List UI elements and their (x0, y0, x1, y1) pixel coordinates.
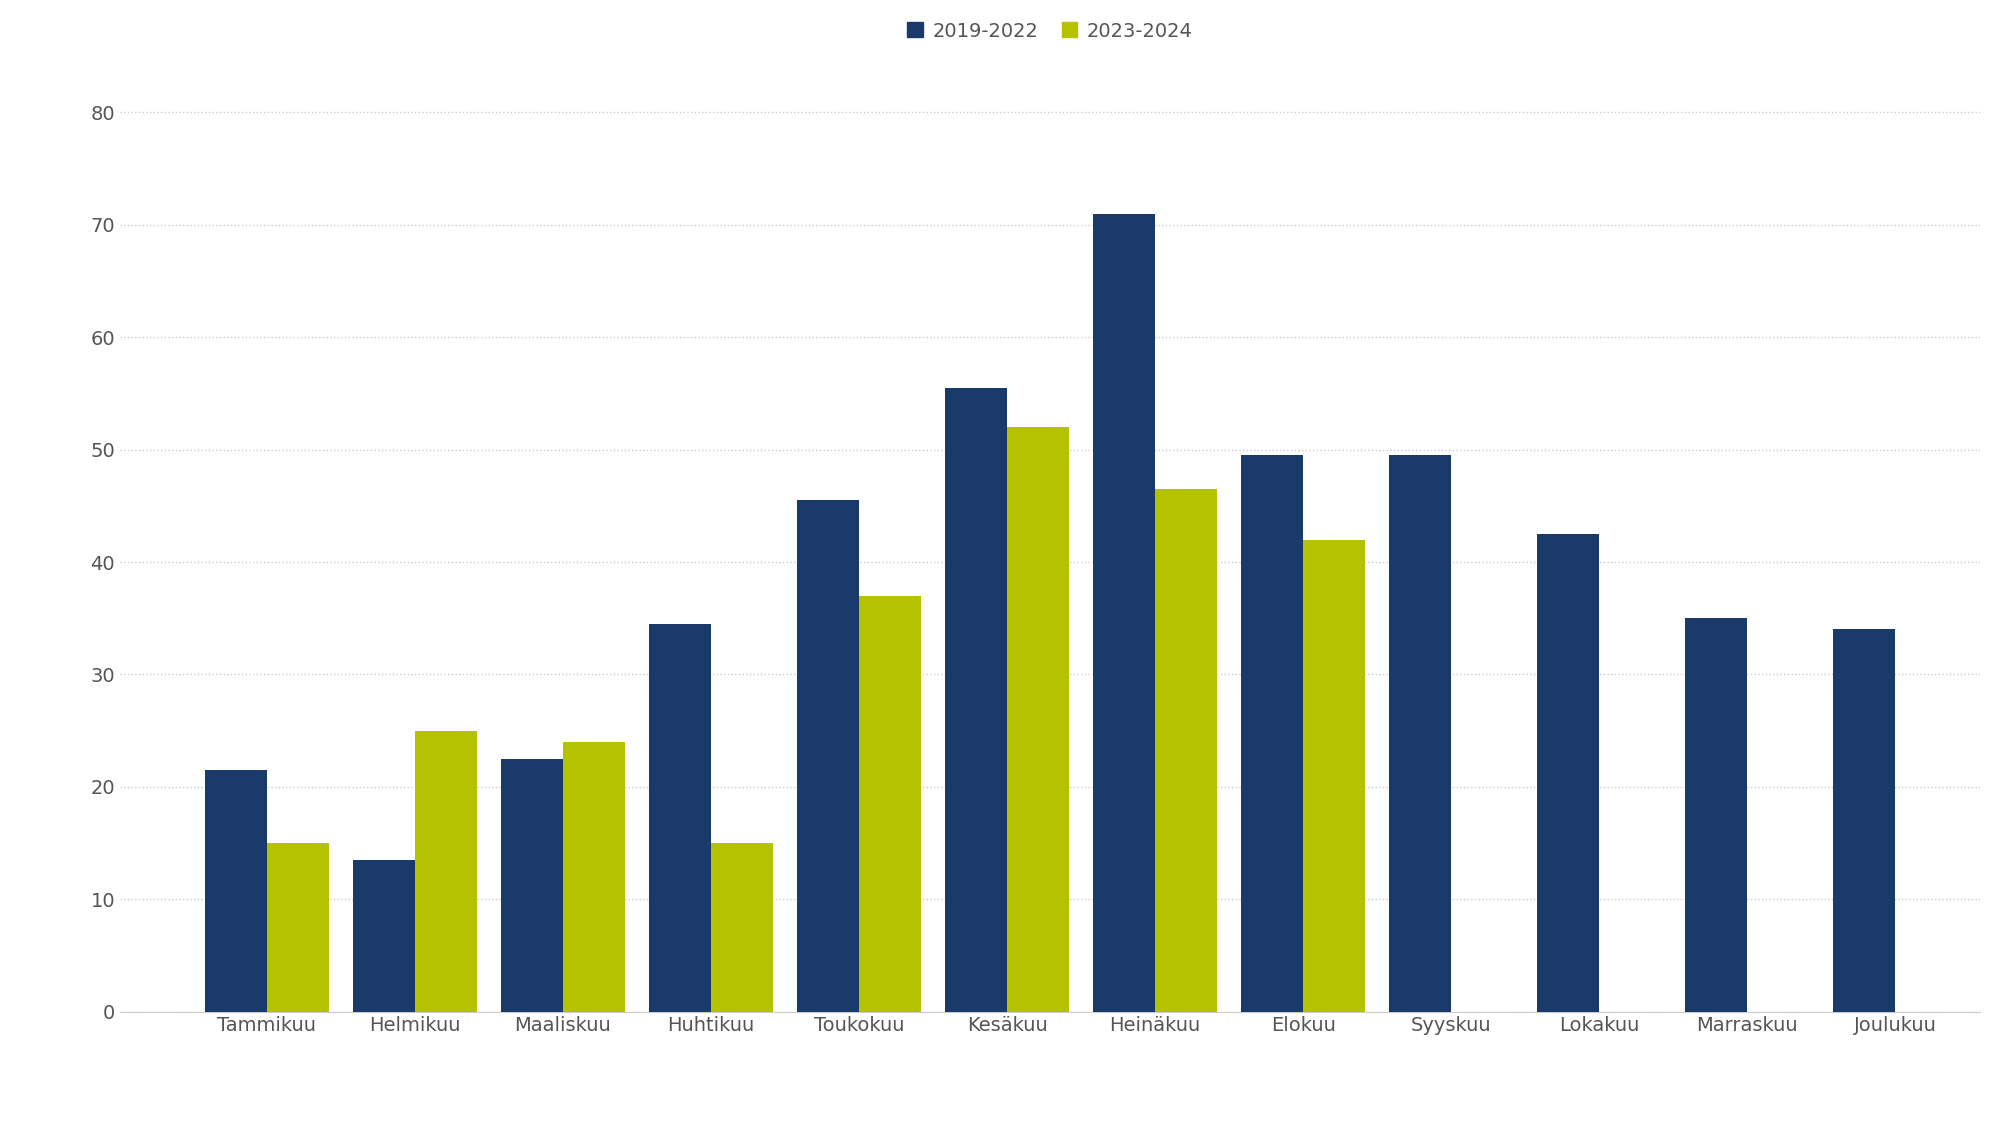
Bar (1008, 427, 1070, 1012)
Bar (204, 770, 266, 1012)
Bar (1092, 214, 1156, 1012)
Bar (796, 500, 858, 1012)
Bar (500, 759, 562, 1012)
Bar (266, 843, 328, 1012)
Bar (562, 742, 626, 1012)
Legend: 2019-2022, 2023-2024: 2019-2022, 2023-2024 (900, 13, 1200, 48)
Bar (1156, 489, 1218, 1012)
Bar (414, 731, 476, 1012)
Bar (858, 596, 922, 1012)
Bar (1686, 618, 1748, 1012)
Bar (944, 388, 1008, 1012)
Bar (1242, 455, 1304, 1012)
Bar (352, 860, 414, 1012)
Bar (1390, 455, 1452, 1012)
Bar (710, 843, 774, 1012)
Bar (1834, 629, 1896, 1012)
Bar (1538, 534, 1600, 1012)
Bar (648, 624, 710, 1012)
Bar (1304, 540, 1366, 1012)
